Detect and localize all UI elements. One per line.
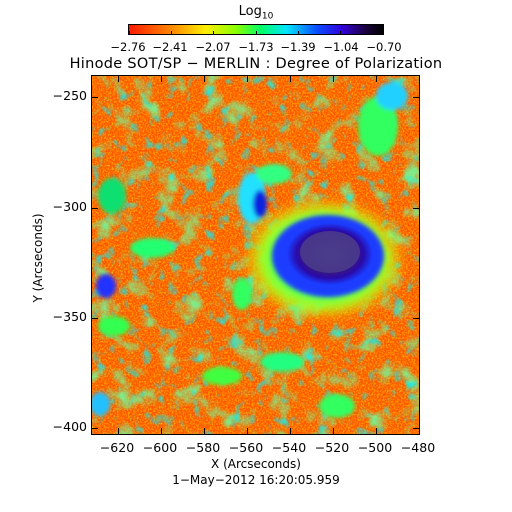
y-tick-label: −400 (52, 419, 87, 434)
x-tick-label: −500 (357, 440, 393, 455)
network-patches (92, 82, 408, 418)
colorbar-tick-label: −1.39 (280, 40, 316, 54)
colorbar-tick (213, 31, 214, 35)
colorbar-tick-label: −2.41 (152, 40, 188, 54)
x-tick-top (118, 76, 119, 82)
x-tick-label: −580 (185, 440, 221, 455)
colorbar-tick (171, 31, 172, 35)
colorbar-tick-label: −2.76 (110, 40, 146, 54)
y-tick (92, 428, 98, 429)
y-tick-right (413, 428, 419, 429)
x-tick (247, 428, 248, 434)
colorbar-tick-label: −2.07 (195, 40, 231, 54)
y-tick-label: −300 (52, 199, 87, 214)
x-tick-label: −480 (400, 440, 436, 455)
x-tick (161, 428, 162, 434)
sunspot (242, 197, 406, 321)
x-tick (118, 428, 119, 434)
image-title: Hinode SOT/SP − MERLIN : Degree of Polar… (69, 56, 443, 72)
colorbar-tick (129, 31, 130, 35)
colorbar-tick (298, 31, 299, 35)
colorbar-tick-label: −1.04 (323, 40, 359, 54)
x-tick (376, 428, 377, 434)
colorbar-title-subscript: 10 (261, 11, 274, 22)
y-tick-label: −350 (52, 309, 87, 324)
y-tick-label: −250 (52, 88, 87, 103)
x-tick-label: −600 (142, 440, 178, 455)
x-tick-label: −560 (228, 440, 264, 455)
colorbar-tick (382, 31, 383, 35)
x-tick-top (333, 76, 334, 82)
x-tick-label: −620 (99, 440, 135, 455)
x-tick-top (290, 76, 291, 82)
observation-timestamp: 1−May−2012 16:20:05.959 (172, 473, 340, 487)
x-tick-top (376, 76, 377, 82)
y-axis-title: Y (Arcseconds) (31, 213, 45, 303)
colorbar-title: Log10 (226, 4, 286, 22)
y-tick-right (413, 97, 419, 98)
colorbar-tick-label: −0.70 (366, 40, 402, 54)
colorbar (128, 24, 384, 35)
x-tick-label: −520 (314, 440, 350, 455)
colorbar-tick (340, 31, 341, 35)
x-axis-title: X (Arcseconds) (211, 457, 301, 471)
polarization-map (91, 75, 420, 435)
x-tick (333, 428, 334, 434)
polarization-image (92, 76, 419, 434)
y-tick (92, 318, 98, 319)
x-tick (290, 428, 291, 434)
y-tick-right (413, 318, 419, 319)
x-tick-label: −540 (271, 440, 307, 455)
colorbar-title-text: Log (238, 4, 262, 19)
y-tick (92, 208, 98, 209)
x-tick (204, 428, 205, 434)
colorbar-tick (256, 31, 257, 35)
x-tick-top (204, 76, 205, 82)
x-tick-top (247, 76, 248, 82)
y-tick (92, 97, 98, 98)
y-tick-right (413, 208, 419, 209)
colorbar-tick-label: −1.73 (238, 40, 274, 54)
x-tick-top (161, 76, 162, 82)
sunspot-core (300, 231, 360, 273)
